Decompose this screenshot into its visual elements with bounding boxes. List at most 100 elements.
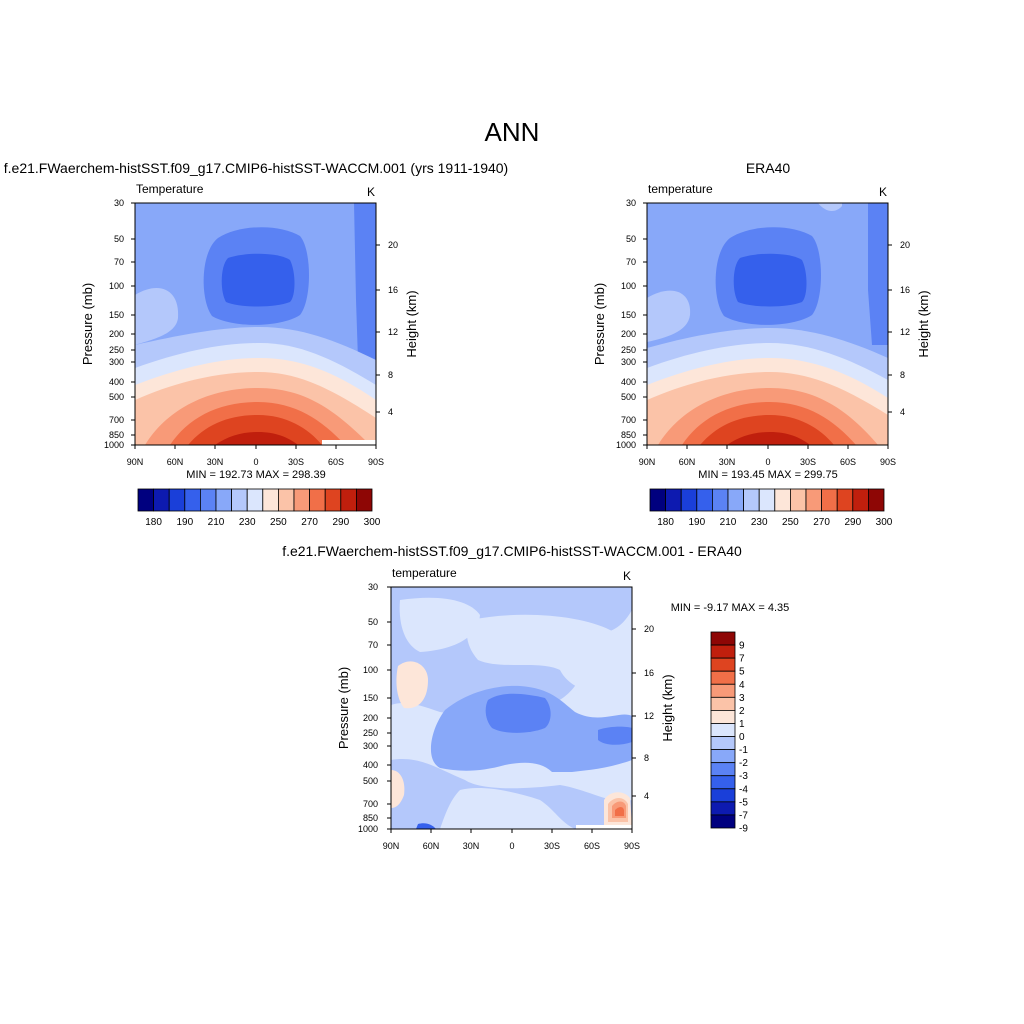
- panel-title: f.e21.FWaerchem-histSST.f09_g17.CMIP6-hi…: [4, 160, 508, 176]
- contour-fill: [733, 253, 807, 307]
- y-tick-label: 70: [368, 640, 378, 650]
- panel-subtitle-right: K: [367, 185, 375, 199]
- y-tick-label: 150: [363, 693, 378, 703]
- y-tick-label: 850: [109, 430, 124, 440]
- colorbar-swatch: [710, 788, 736, 803]
- colorbar-label: -2: [739, 758, 748, 769]
- contour-fill: [485, 693, 551, 733]
- colorbar-swatch: [309, 488, 326, 512]
- y-tick-label: 50: [626, 234, 636, 244]
- y-tick-label: 70: [114, 257, 124, 267]
- colorbar-label: -1: [739, 745, 748, 756]
- colorbar-label: -9: [739, 824, 748, 835]
- contour-fill: [391, 770, 405, 808]
- y2-tick-label: 8: [644, 753, 649, 763]
- y2-tick-label: 20: [900, 240, 910, 250]
- colorbar-label: 290: [332, 517, 349, 528]
- colorbar-label: 250: [782, 517, 799, 528]
- y-tick-label: 30: [114, 198, 124, 208]
- contour-fill: [440, 788, 575, 829]
- contour-fill: [700, 415, 834, 445]
- colorbar-swatch: [758, 488, 776, 512]
- stats-text: MIN = -9.17 MAX = 4.35: [671, 602, 790, 614]
- missing-data: [576, 825, 632, 829]
- colorbar-swatch: [710, 710, 736, 724]
- y2-tick-label: 16: [644, 668, 654, 678]
- colorbar-swatch: [805, 488, 823, 512]
- colorbar-label: -3: [739, 771, 748, 782]
- x-tick-label: 60N: [423, 841, 440, 851]
- contour-fill: [396, 661, 428, 709]
- panel-subtitle-left: temperature: [648, 182, 713, 196]
- y-tick-label: 1000: [616, 440, 636, 450]
- colorbar-label: 2: [739, 706, 745, 717]
- y-tick-label: 1000: [104, 440, 124, 450]
- x-tick-label: 30N: [719, 457, 736, 467]
- y-tick-label: 30: [368, 582, 378, 592]
- colorbar-swatch: [649, 488, 667, 512]
- x-tick-label: 0: [765, 457, 770, 467]
- y2-tick-label: 12: [388, 327, 398, 337]
- contour-fill: [727, 432, 810, 445]
- x-ticks: [134, 445, 377, 449]
- y-tick-label: 1000: [358, 824, 378, 834]
- panel-obs: ERA40 temperature K 90N: [592, 160, 931, 528]
- y-tick-label: 250: [363, 728, 378, 738]
- colorbar-label: 190: [688, 517, 705, 528]
- x-tick-label: 30N: [463, 841, 480, 851]
- colorbar-label: 270: [301, 517, 318, 528]
- x-tick-label: 30S: [288, 457, 304, 467]
- y-ticks: [387, 586, 391, 830]
- colorbar-swatch: [868, 488, 885, 512]
- colorbar-swatch: [665, 488, 682, 512]
- colorbar-label: 5: [739, 667, 745, 678]
- panel-subtitle-left: Temperature: [136, 182, 204, 196]
- colorbar-swatch: [727, 488, 745, 512]
- colorbar-swatch: [710, 814, 736, 829]
- y2-axis-label: Height (km): [404, 290, 419, 357]
- colorbar-label: 180: [657, 517, 674, 528]
- colorbar-swatch: [231, 488, 248, 512]
- y-axis-label: Pressure (mb): [592, 283, 607, 365]
- y-tick-label: 850: [621, 430, 636, 440]
- y-tick-label: 50: [114, 234, 124, 244]
- y-tick-label: 700: [109, 415, 124, 425]
- x-tick-label: 90N: [383, 841, 400, 851]
- contour-fill: [354, 203, 376, 360]
- y-tick-label: 100: [621, 281, 636, 291]
- y-axis-label: Pressure (mb): [336, 667, 351, 749]
- colorbar-swatch: [774, 488, 791, 512]
- colorbar-swatch: [710, 749, 736, 764]
- contour-fill: [466, 614, 632, 694]
- y2-ticks: [888, 244, 892, 413]
- colorbar-swatch: [710, 736, 736, 750]
- colorbar-swatch: [137, 488, 155, 512]
- colorbar: 180 190 210 230 250 270 290 300: [649, 488, 893, 528]
- colorbar-swatch: [710, 723, 736, 737]
- contour-fill: [615, 807, 624, 816]
- x-ticks: [646, 445, 889, 449]
- x-tick-label: 30S: [800, 457, 816, 467]
- x-ticks: [390, 829, 633, 833]
- y-tick-label: 300: [109, 357, 124, 367]
- colorbar-swatch: [696, 488, 713, 512]
- colorbar-label: 210: [720, 517, 737, 528]
- colorbar-swatch: [355, 488, 373, 512]
- y2-ticks: [376, 244, 380, 413]
- y-tick-label: 400: [621, 377, 636, 387]
- y-tick-label: 700: [621, 415, 636, 425]
- y2-tick-label: 16: [900, 285, 910, 295]
- colorbar-label: 0: [739, 732, 745, 743]
- colorbar-label: 3: [739, 693, 745, 704]
- colorbar-swatch: [246, 488, 264, 512]
- colorbar-swatch: [710, 775, 736, 790]
- colorbar-swatch: [215, 488, 233, 512]
- colorbar-label: 180: [145, 517, 162, 528]
- panel-subtitle-right: K: [623, 569, 631, 583]
- y-tick-label: 500: [363, 776, 378, 786]
- colorbar-label: 250: [270, 517, 287, 528]
- y2-tick-label: 16: [388, 285, 398, 295]
- colorbar-label: 210: [208, 517, 225, 528]
- y-tick-label: 700: [363, 799, 378, 809]
- y2-tick-label: 8: [900, 370, 905, 380]
